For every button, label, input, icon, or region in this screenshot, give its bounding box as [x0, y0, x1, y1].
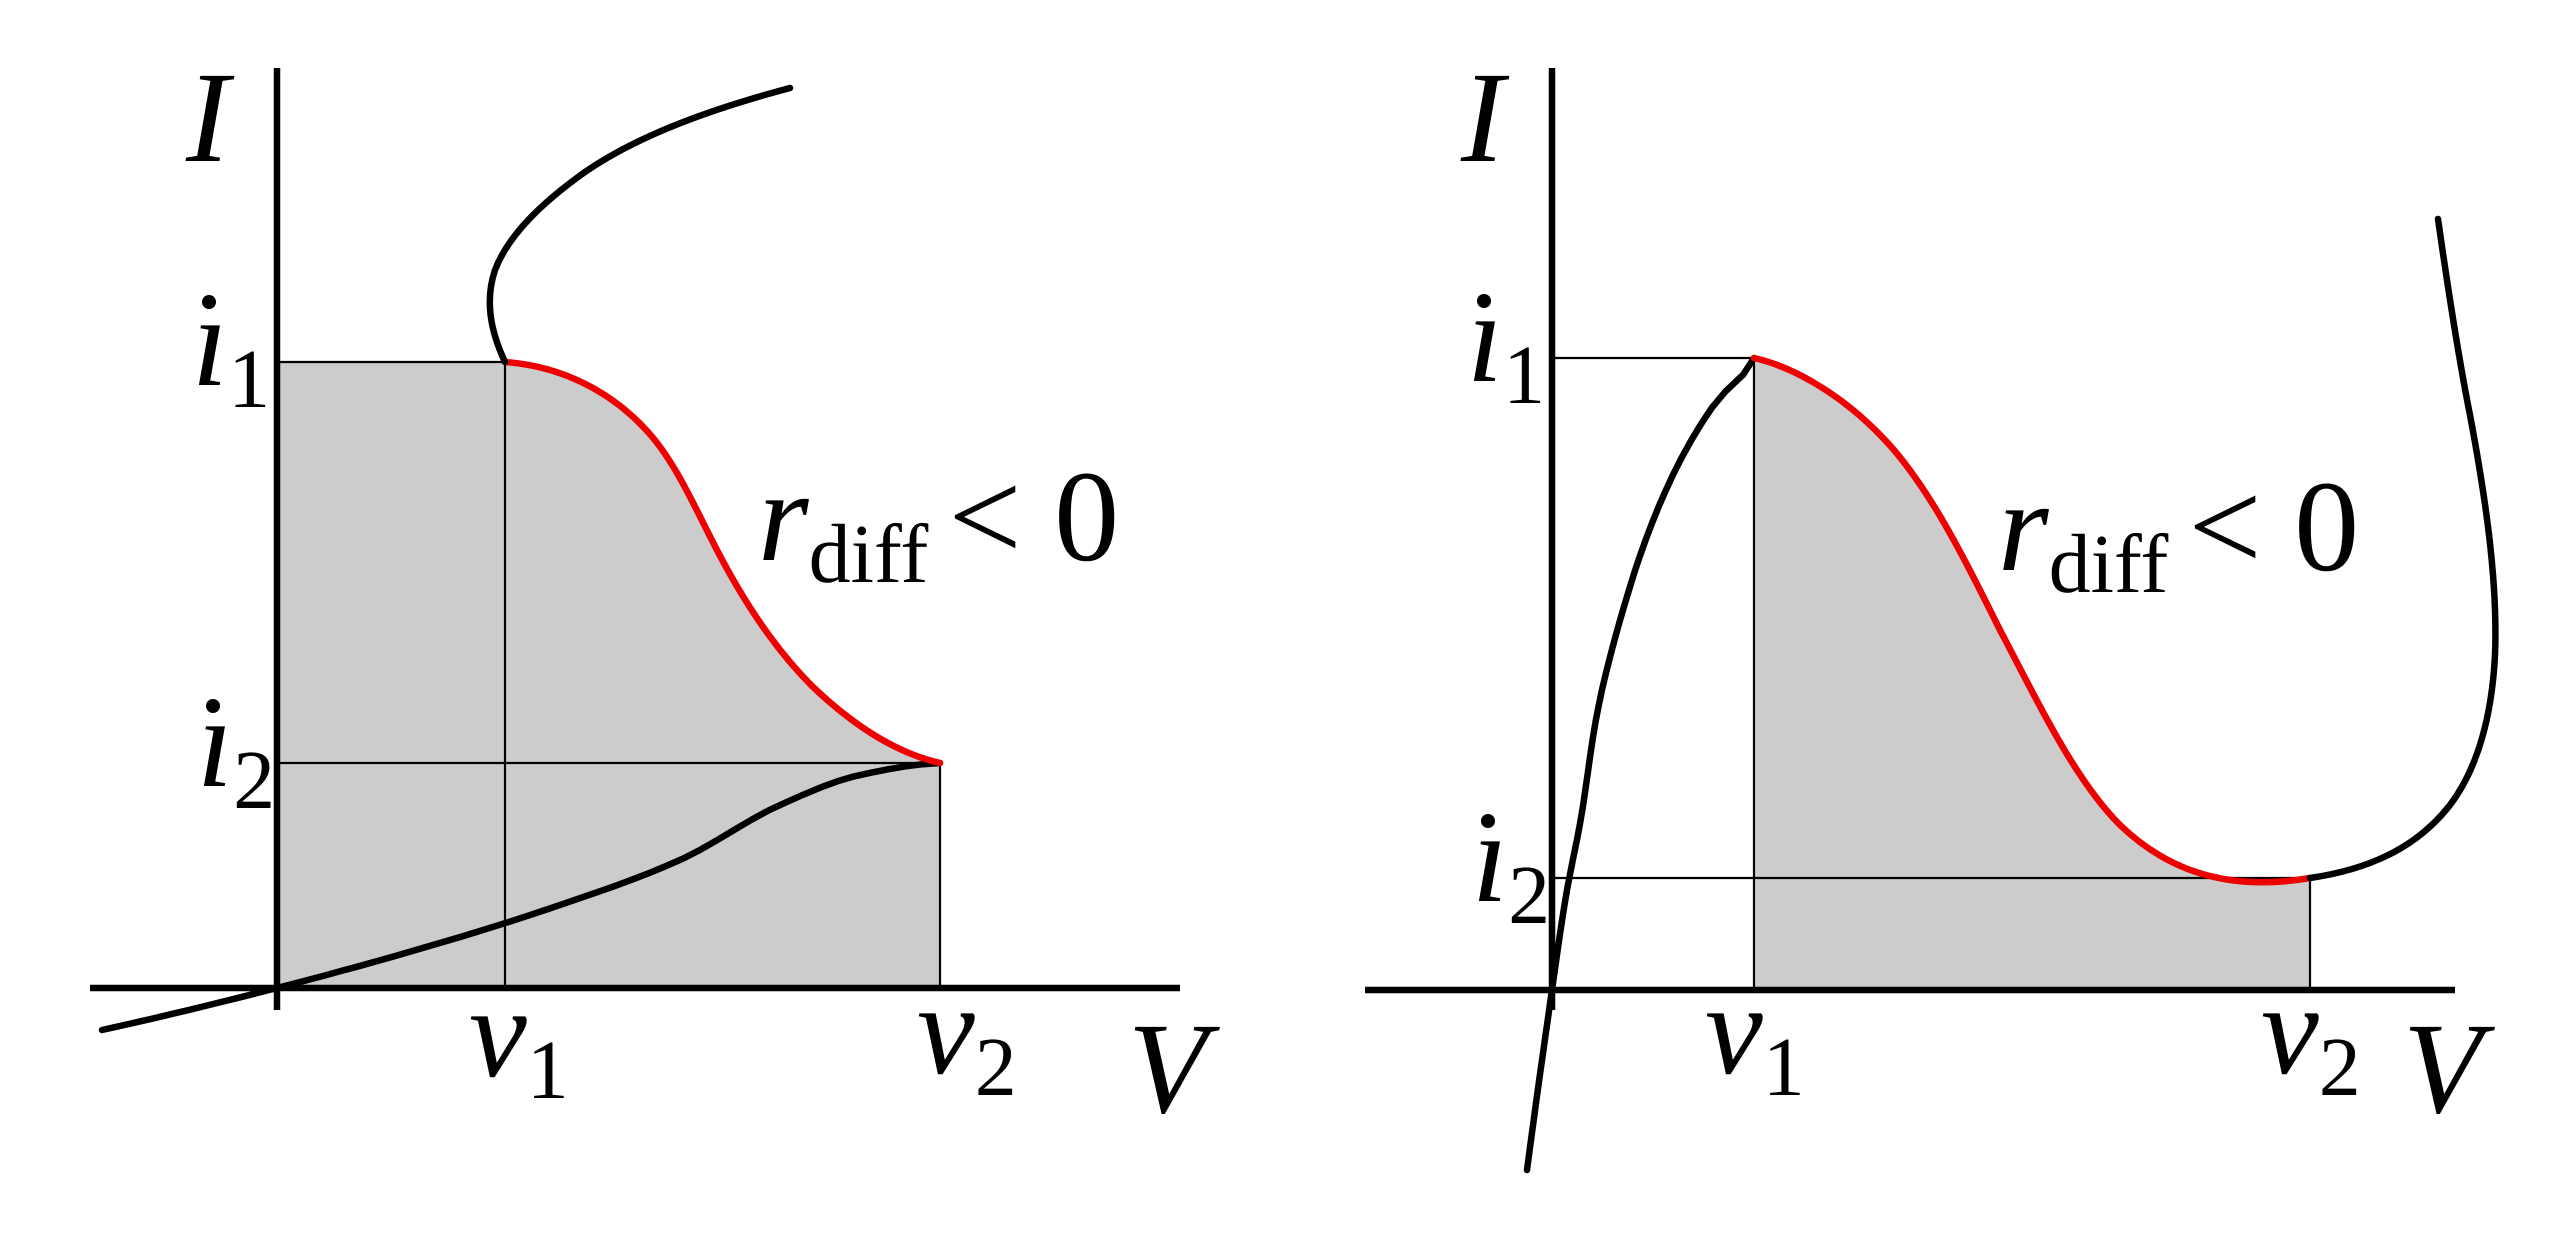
svg-text:V: V	[1128, 997, 1220, 1141]
svg-text:I: I	[185, 46, 235, 190]
svg-text:V: V	[2403, 997, 2495, 1141]
svg-text:I: I	[1460, 46, 1510, 190]
